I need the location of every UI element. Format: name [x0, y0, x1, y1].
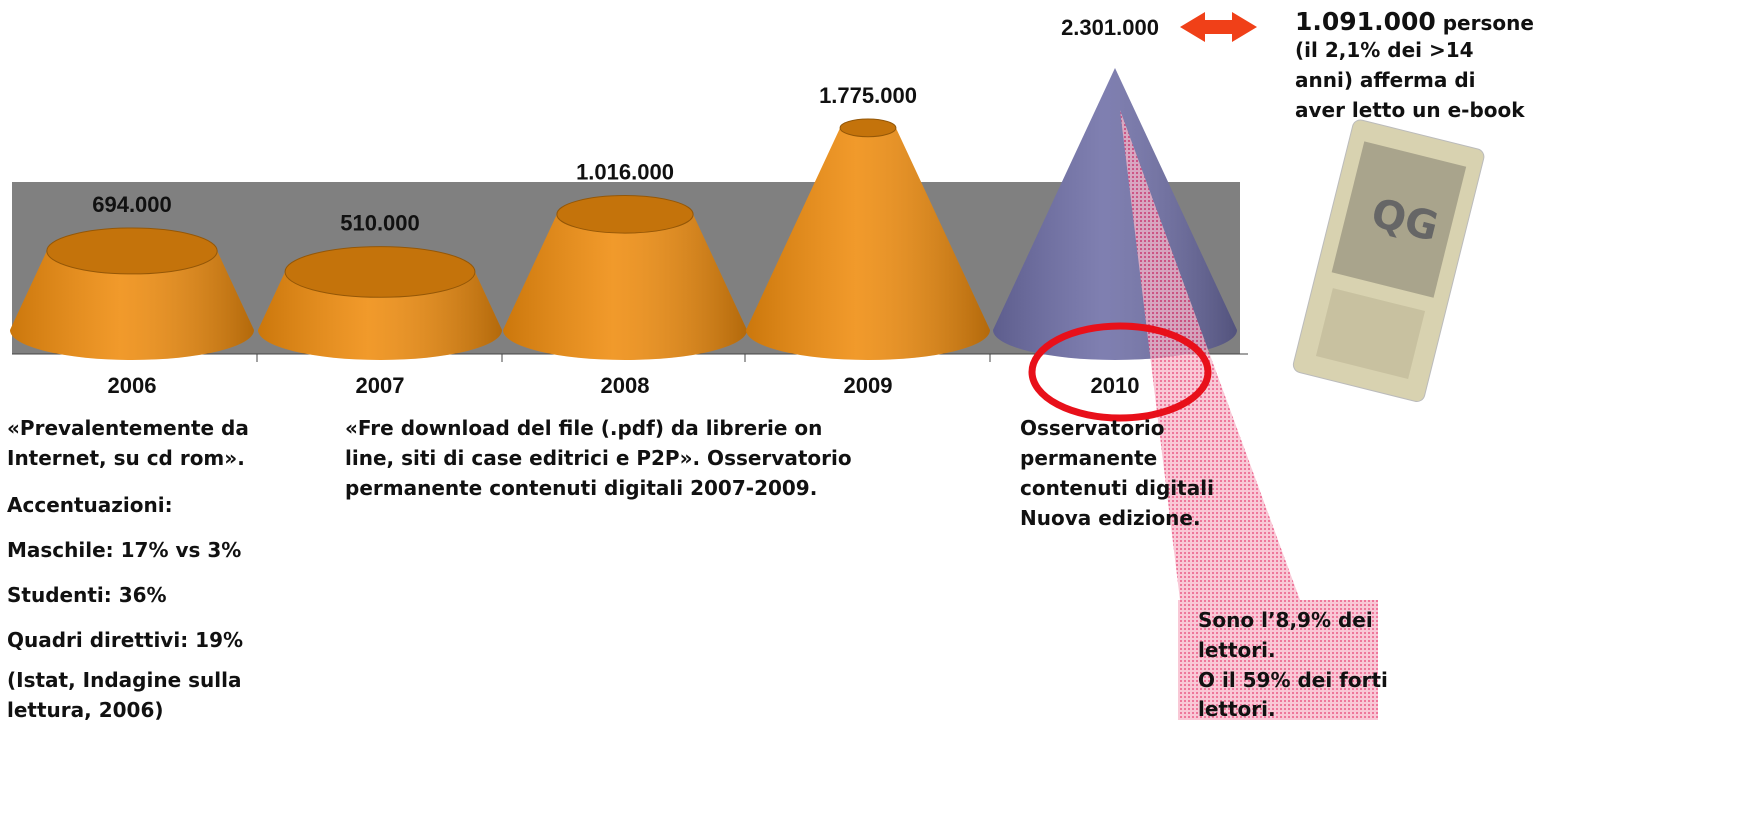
annotation: persone — [1436, 11, 1534, 35]
cone-shade — [258, 271, 502, 360]
x-tick-label: 2008 — [601, 373, 650, 398]
value-label: 1.016.000 — [576, 160, 674, 185]
annotation: Maschile: 17% vs 3% — [7, 538, 241, 562]
callout-pointer — [1120, 110, 1300, 600]
annotation: permanente — [1020, 446, 1157, 470]
cone-shade — [10, 250, 254, 360]
annotation: «Fre download del file (.pdf) da libreri… — [345, 416, 822, 440]
annotation: (Istat, Indagine sulla — [7, 668, 241, 692]
cone-top — [46, 227, 218, 275]
annotation: contenuti digitali — [1020, 476, 1214, 500]
annotation: line, siti di case editrici e P2P». Osse… — [345, 446, 852, 470]
annotation: aver letto un e-book — [1295, 98, 1525, 122]
cone — [258, 246, 502, 360]
cone — [503, 195, 747, 360]
annotation: lettori. — [1198, 638, 1276, 662]
ebook-reader: QG — [1292, 119, 1485, 403]
annotation: permanente contenuti digitali 2007-2009. — [345, 476, 817, 500]
annotation-head: 1.091.000 — [1295, 7, 1436, 36]
annotation: lettura, 2006) — [7, 698, 164, 722]
value-label: 694.000 — [92, 192, 172, 217]
callout-box — [1178, 600, 1378, 720]
annotation: «Prevalentemente da — [7, 416, 249, 440]
annotation: anni) afferma di — [1295, 68, 1476, 92]
cone-shade — [746, 127, 990, 361]
annotation: Accentuazioni: — [7, 493, 173, 517]
cone-top — [556, 195, 694, 234]
value-label: 510.000 — [340, 211, 420, 236]
cone-top — [839, 118, 897, 138]
cone-top — [284, 246, 476, 298]
annotation: lettori. — [1198, 697, 1276, 721]
double-arrow — [1180, 12, 1257, 42]
x-tick-label: 2010 — [1091, 373, 1140, 398]
annotation: 1.091.000 persone — [1295, 7, 1534, 36]
annotation: O il 59% dei forti — [1198, 668, 1388, 692]
annotation: Internet, su cd rom». — [7, 446, 245, 470]
annotation: Studenti: 36% — [7, 583, 167, 607]
x-tick-label: 2009 — [844, 373, 893, 398]
value-label: 2.301.000 — [1061, 15, 1159, 40]
cone — [746, 118, 990, 361]
annotation: Nuova edizione. — [1020, 506, 1201, 530]
annotation: Quadri direttivi: 19% — [7, 628, 243, 652]
annotation: Osservatorio — [1020, 416, 1165, 440]
value-label: 1.775.000 — [819, 83, 917, 108]
cone-shade — [503, 214, 747, 360]
annotation: (il 2,1% dei >14 — [1295, 38, 1474, 62]
annotation: Sono l’8,9% dei — [1198, 608, 1373, 632]
cone — [10, 227, 254, 360]
highlight-ellipse — [1028, 322, 1212, 422]
x-tick-label: 2007 — [356, 373, 405, 398]
x-tick-label: 2006 — [108, 373, 157, 398]
